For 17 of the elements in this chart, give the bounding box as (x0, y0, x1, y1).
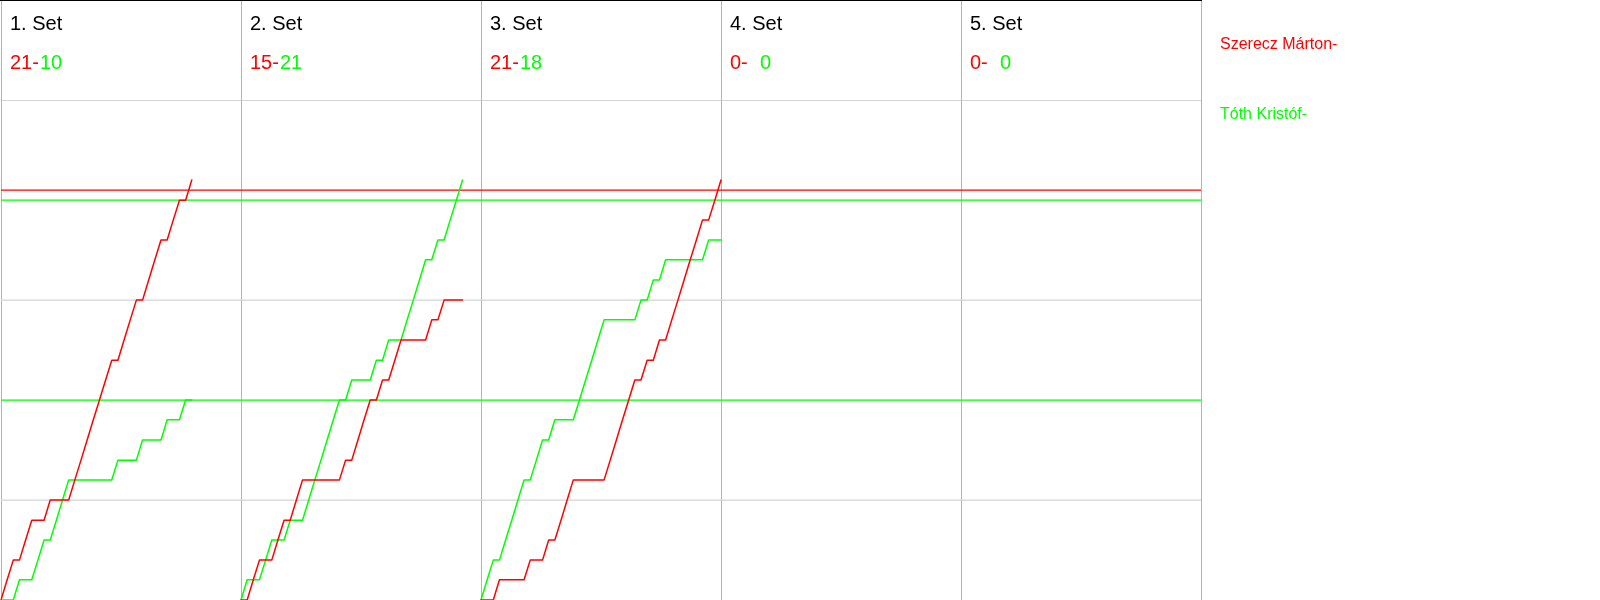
text: Tóth Kristóf- (1220, 105, 1308, 122)
text: 18 (520, 51, 543, 74)
text: 5. Set (970, 12, 1023, 35)
text: Szerecz Márton- (1220, 35, 1338, 52)
text: 2. Set (250, 12, 303, 35)
text: 21- (490, 51, 519, 74)
text: 10 (40, 51, 63, 74)
text: 1. Set (10, 12, 63, 35)
text: 0- (970, 51, 988, 74)
text: 3. Set (490, 12, 543, 35)
text: 0 (1000, 51, 1012, 74)
text: 4. Set (730, 12, 783, 35)
text: 15- (250, 51, 279, 74)
text: 0 (760, 51, 772, 74)
text: 21 (280, 51, 303, 74)
text: 0- (730, 51, 748, 74)
text: 21- (10, 51, 39, 74)
